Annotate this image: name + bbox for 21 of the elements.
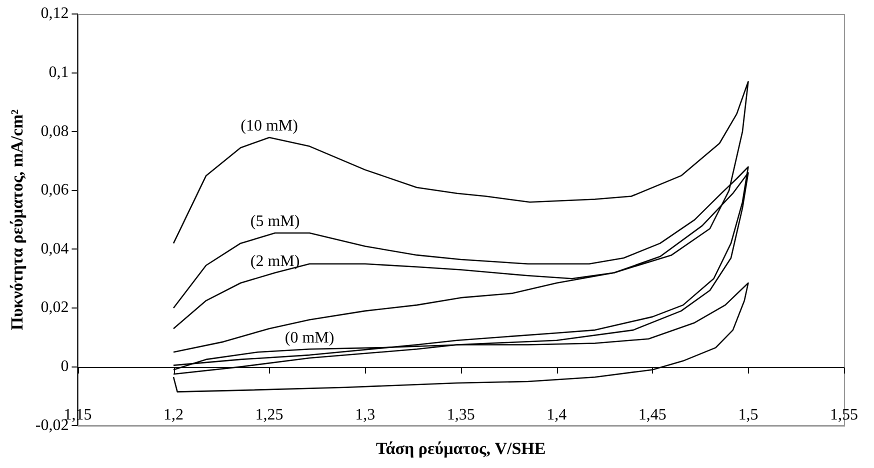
x-tick-label: 1,3	[355, 406, 376, 424]
y-tick-label: 0,08	[40, 122, 69, 140]
series-label: (2 mM)	[250, 252, 300, 270]
y-tick-label: 0,02	[40, 299, 69, 316]
x-tick-label: 1,55	[830, 406, 858, 424]
y-tick-label: 0,12	[40, 5, 69, 22]
y-tick-label: 0,04	[40, 240, 69, 258]
x-tick-label: 1,45	[638, 406, 666, 424]
x-tick-label: 1,2	[164, 406, 184, 424]
series-label: (0 mM)	[284, 329, 334, 346]
x-tick-label: 1,5	[738, 406, 758, 424]
x-axis-title: Τάση ρεύματος, V/SHE	[376, 439, 546, 458]
y-tick-label: 0,1	[48, 64, 69, 82]
y-tick-label: 0,06	[40, 182, 69, 199]
y-tick-label: 0	[60, 358, 69, 376]
series-label: (10 mM)	[240, 118, 298, 135]
x-tick-label: 1,35	[446, 406, 475, 424]
y-axis-title: Πυκνότητα ρεύματος, mA/cm²	[8, 109, 27, 330]
series-label: (5 mM)	[250, 213, 300, 230]
x-tick-label: 1,25	[255, 406, 284, 424]
x-tick-label: 1,4	[546, 406, 567, 424]
